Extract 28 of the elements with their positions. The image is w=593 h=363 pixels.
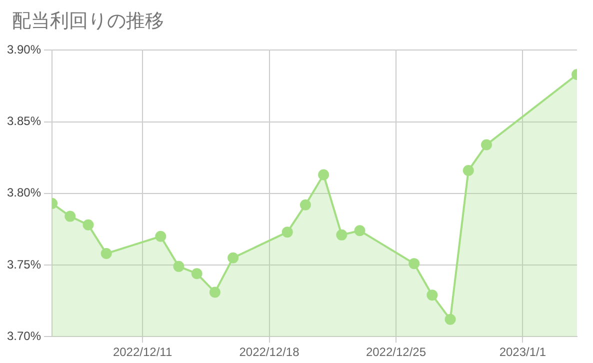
point (173, 260, 184, 272)
point (354, 225, 366, 236)
point (480, 139, 492, 150)
chart-title: 配当利回りの推移 (12, 9, 164, 34)
point (82, 219, 94, 230)
y-tick-label: 3.85% (6, 114, 42, 128)
point (426, 290, 438, 301)
x-tick-label: 2023/1/1 (499, 345, 546, 360)
y-tick-label: 3.90% (6, 42, 42, 57)
point (282, 226, 293, 238)
point (336, 229, 348, 240)
point (64, 210, 76, 222)
point (444, 314, 456, 325)
point (228, 252, 239, 264)
y-tick-label: 3.80% (6, 186, 42, 200)
point (155, 230, 166, 242)
point (462, 164, 474, 176)
x-tick-label: 2022/12/11 (112, 345, 172, 360)
point (209, 286, 220, 298)
x-tick-label: 2022/12/25 (366, 345, 426, 360)
y-tick-label: 3.75% (6, 257, 42, 272)
point (300, 199, 311, 210)
point (100, 248, 112, 260)
point (408, 258, 420, 270)
point (318, 169, 330, 180)
point (191, 268, 202, 280)
x-tick-label: 2022/12/18 (239, 345, 300, 360)
y-tick-label: 3.70% (6, 328, 42, 343)
